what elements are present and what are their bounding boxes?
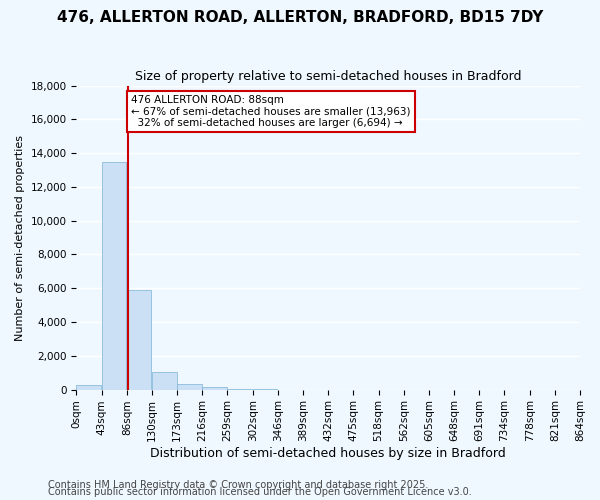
X-axis label: Distribution of semi-detached houses by size in Bradford: Distribution of semi-detached houses by … — [151, 447, 506, 460]
Bar — [76, 384, 101, 390]
Bar — [227, 389, 252, 390]
Title: Size of property relative to semi-detached houses in Bradford: Size of property relative to semi-detach… — [135, 70, 521, 83]
Text: Contains public sector information licensed under the Open Government Licence v3: Contains public sector information licen… — [48, 487, 472, 497]
Text: 476 ALLERTON ROAD: 88sqm
← 67% of semi-detached houses are smaller (13,963)
  32: 476 ALLERTON ROAD: 88sqm ← 67% of semi-d… — [131, 94, 410, 128]
Bar — [152, 372, 176, 390]
Bar — [127, 290, 151, 390]
Y-axis label: Number of semi-detached properties: Number of semi-detached properties — [15, 134, 25, 340]
Bar — [101, 162, 126, 390]
Bar — [202, 387, 227, 390]
Text: 476, ALLERTON ROAD, ALLERTON, BRADFORD, BD15 7DY: 476, ALLERTON ROAD, ALLERTON, BRADFORD, … — [57, 10, 543, 25]
Text: Contains HM Land Registry data © Crown copyright and database right 2025.: Contains HM Land Registry data © Crown c… — [48, 480, 428, 490]
Bar — [177, 384, 202, 390]
